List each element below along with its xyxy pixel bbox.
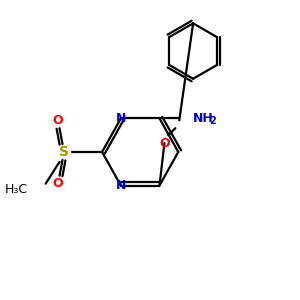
- Text: O: O: [52, 114, 63, 127]
- Text: H₃C: H₃C: [5, 183, 28, 196]
- Text: N: N: [116, 112, 126, 125]
- Text: S: S: [59, 145, 70, 159]
- Text: O: O: [52, 177, 63, 190]
- Text: N: N: [116, 179, 126, 192]
- Text: NH: NH: [193, 112, 214, 125]
- Text: O: O: [159, 136, 170, 150]
- Text: 2: 2: [209, 116, 216, 126]
